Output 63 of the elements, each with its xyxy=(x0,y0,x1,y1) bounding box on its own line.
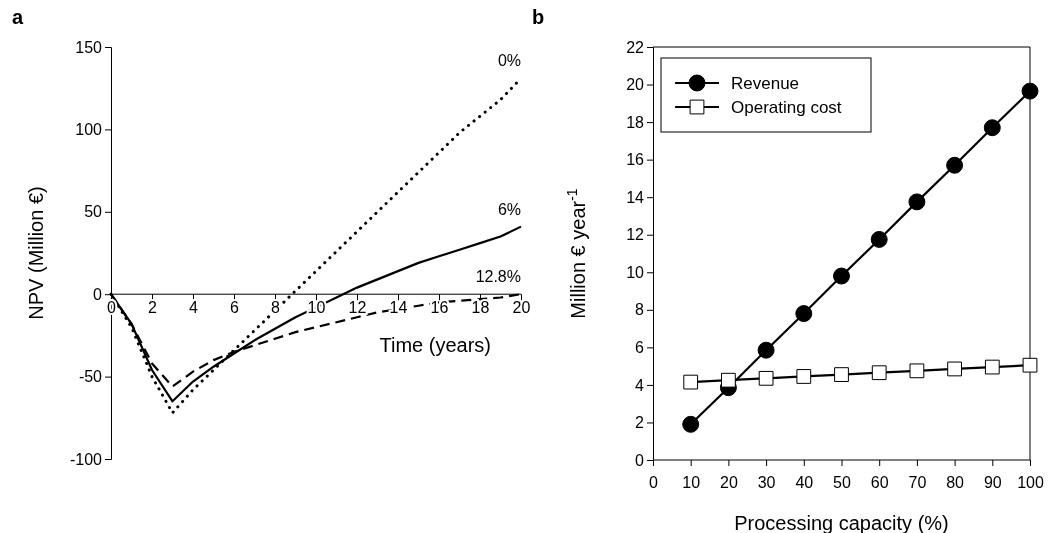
point xyxy=(947,361,962,377)
point xyxy=(682,415,700,433)
point xyxy=(758,370,774,386)
x-tick-label: 80 xyxy=(946,474,965,492)
x-tick-label: 90 xyxy=(983,474,1002,492)
y-tick-label: -50 xyxy=(78,368,103,386)
point xyxy=(795,305,813,323)
chart-title: b xyxy=(532,6,545,28)
point xyxy=(909,363,925,379)
point xyxy=(946,156,964,174)
x-axis-title: Time (years) xyxy=(379,334,491,357)
point xyxy=(984,359,1000,375)
y-tick-label: 50 xyxy=(84,203,103,221)
x-tick-label: 18 xyxy=(471,298,490,316)
legend-label: Revenue xyxy=(731,74,800,93)
y-tick-label: 20 xyxy=(626,76,645,94)
chart-title: a xyxy=(12,6,24,28)
point xyxy=(683,374,699,390)
x-tick-label: 100 xyxy=(1017,474,1044,492)
legend-label: Operating cost xyxy=(731,98,842,117)
x-tick-label: 6 xyxy=(230,298,240,316)
x-tick-label: 60 xyxy=(870,474,889,492)
series-label: 0% xyxy=(497,52,521,70)
x-tick-label: 0 xyxy=(649,474,659,492)
point xyxy=(796,369,812,384)
y-tick-label: 18 xyxy=(626,113,645,131)
x-tick-label: 20 xyxy=(512,298,531,316)
point xyxy=(871,365,887,381)
point xyxy=(721,372,736,388)
x-tick-label: 4 xyxy=(189,298,199,316)
y-tick-label: 0 xyxy=(93,285,103,303)
point xyxy=(908,193,926,211)
y-tick-label: 150 xyxy=(75,38,103,56)
x-tick-label: 50 xyxy=(833,474,851,492)
point xyxy=(834,367,849,382)
y-axis-title: NPV (Million €) xyxy=(25,186,47,320)
x-tick-label: 10 xyxy=(682,474,701,492)
y-tick-label: 0 xyxy=(635,451,645,469)
x-tick-label: 16 xyxy=(430,298,449,316)
point xyxy=(1022,357,1038,373)
x-tick-label: 30 xyxy=(757,474,776,492)
point xyxy=(833,267,850,285)
point xyxy=(983,119,1001,137)
x-tick-label: 70 xyxy=(908,474,927,492)
x-tick-label: 20 xyxy=(720,474,738,492)
y-tick-label: 6 xyxy=(635,338,645,356)
y-tick-label: 10 xyxy=(626,263,645,281)
y-tick-label: 22 xyxy=(626,38,645,56)
x-tick-label: 40 xyxy=(795,474,814,492)
y-tick-label: 2 xyxy=(635,414,645,432)
y-tick-label: -100 xyxy=(69,450,103,468)
y-tick-label: 100 xyxy=(75,121,103,139)
point xyxy=(1021,82,1039,100)
y-tick-label: 14 xyxy=(626,188,645,206)
y-tick-label: 12 xyxy=(626,226,645,244)
series-label: 12.8% xyxy=(475,268,521,286)
x-tick-label: 2 xyxy=(148,298,158,316)
y-tick-label: 16 xyxy=(626,151,645,169)
series-label: 6% xyxy=(497,200,521,218)
point xyxy=(870,230,888,248)
point xyxy=(757,341,775,359)
x-tick-label: 12 xyxy=(348,298,367,316)
y-tick-label: 4 xyxy=(635,376,645,394)
